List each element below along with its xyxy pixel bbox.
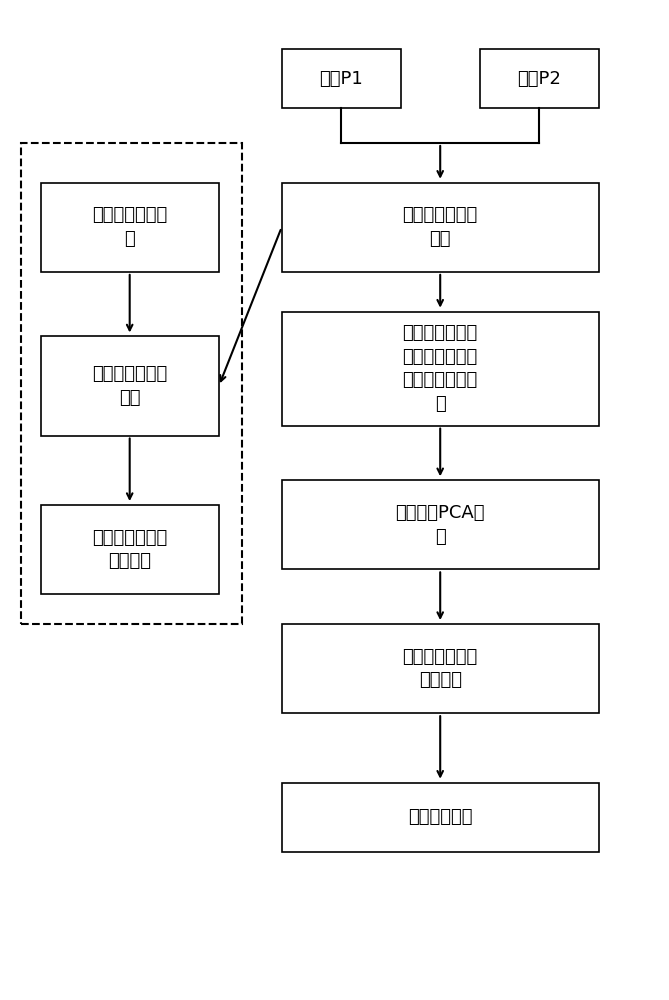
FancyBboxPatch shape — [480, 49, 599, 108]
Text: 局部二进制模式
描述尺度空间特
征点生成特征向
量: 局部二进制模式 描述尺度空间特 征点生成特征向 量 — [403, 324, 478, 413]
FancyBboxPatch shape — [282, 624, 599, 713]
Text: 特征向量PCA降
维: 特征向量PCA降 维 — [395, 504, 485, 546]
FancyBboxPatch shape — [282, 312, 599, 426]
FancyBboxPatch shape — [41, 183, 219, 272]
Text: 确定尺度空间特
征点方向: 确定尺度空间特 征点方向 — [92, 529, 167, 570]
FancyBboxPatch shape — [282, 183, 599, 272]
Text: 图像P2: 图像P2 — [517, 70, 561, 88]
FancyBboxPatch shape — [282, 783, 599, 852]
Text: 检测尺度空间特
征点: 检测尺度空间特 征点 — [92, 365, 167, 407]
FancyBboxPatch shape — [41, 336, 219, 436]
FancyBboxPatch shape — [282, 480, 599, 569]
Text: 欧式距离法特征
向量匹配: 欧式距离法特征 向量匹配 — [403, 648, 478, 689]
Text: 计算偏移坐标: 计算偏移坐标 — [408, 808, 472, 826]
FancyBboxPatch shape — [41, 505, 219, 594]
Text: 图像P1: 图像P1 — [319, 70, 363, 88]
FancyBboxPatch shape — [282, 49, 401, 108]
Text: 尺度空间特征点
提取: 尺度空间特征点 提取 — [403, 206, 478, 248]
Text: 建立高斯尺度空
间: 建立高斯尺度空 间 — [92, 206, 167, 248]
